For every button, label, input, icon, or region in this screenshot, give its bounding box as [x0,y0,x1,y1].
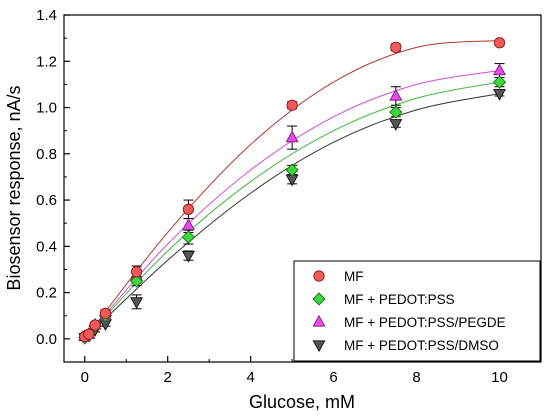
x-tick-label: 0 [81,369,89,386]
data-point-mf-pedot-pss-pegde [389,88,403,101]
data-point-mf [99,307,112,320]
y-tick-label: 1.0 [36,100,57,117]
legend-box [293,260,541,362]
fit-line-mf-pedot-pss-dmso [84,93,500,340]
y-tick-label: 1.2 [36,53,57,70]
legend-label-mf-pedot-pss-pegde: MF + PEDOT:PSS/PEGDE [344,315,506,330]
fit-line-mf-pedot-pss-pegde [84,70,500,340]
y-tick-label: 0.0 [36,331,57,348]
data-point-mf-pedot-pss-pegde [493,63,507,76]
x-tick-label: 6 [329,369,337,386]
y-axis: 0.0 0.2 0.4 0.6 0.8 1.0 1.2 1.4 [36,7,70,348]
y-axis-title: Biosensor response, nA/s [4,85,24,290]
x-tick-label: 8 [412,369,420,386]
x-tick-label: 4 [246,369,254,386]
data-point-mf-pedot-pss-dmso [181,250,195,263]
y-tick-label: 0.2 [36,285,57,302]
data-point-mf-pedot-pss [285,163,299,177]
y-tick-label: 0.6 [36,192,57,209]
legend-marker-mf-pedot-pss-pegde [312,314,326,327]
fit-lines [84,39,500,340]
legend-marker-mf [313,270,325,282]
x-axis-title: Glucose, mM [249,392,355,412]
data-point-mf-pedot-pss [181,230,196,244]
legend-label-mf: MF [344,269,364,284]
fit-line-mf [84,39,500,340]
data-point-mf [390,41,402,54]
data-point-mf [286,99,298,111]
data-point-mf-pedot-pss-pegde [285,130,299,143]
data-point-mf [493,37,506,49]
legend: MF MF + PEDOT:PSS MF + PEDOT:PSS/PEGDE MF +… [293,260,541,362]
legend-label-mf-pedot-pss-dmso: MF + PEDOT:PSS/DMSO [344,338,499,353]
legend-marker-mf-pedot-pss [312,292,326,306]
data-point-mf-pedot-pss [129,274,144,288]
data-point-mf [182,203,195,215]
data-point-mf-pedot-pss [492,75,507,89]
data-point-mf [130,266,143,278]
data-point-mf [89,319,101,331]
data-point-mf-pedot-pss-pegde [181,218,195,231]
y-tick-label: 0.8 [36,146,57,163]
y-tick-label: 1.4 [36,7,57,24]
x-tick-label: 2 [164,369,172,386]
data-point-mf [83,328,95,340]
data-markers [78,37,507,345]
legend-marker-mf-pedot-pss-dmso [312,340,326,353]
legend-label-mf-pedot-pss: MF + PEDOT:PSS [344,292,455,307]
y-tick-label: 0.4 [36,238,57,255]
data-point-mf-pedot-pss-dmso [493,89,507,101]
fit-line-mf-pedot-pss [84,81,500,340]
x-tick-label: 10 [491,369,508,386]
data-point-mf-pedot-pss [389,105,403,119]
data-point-mf-pedot-pss-dmso [389,119,403,131]
data-point-mf-pedot-pss-dmso [130,297,144,310]
